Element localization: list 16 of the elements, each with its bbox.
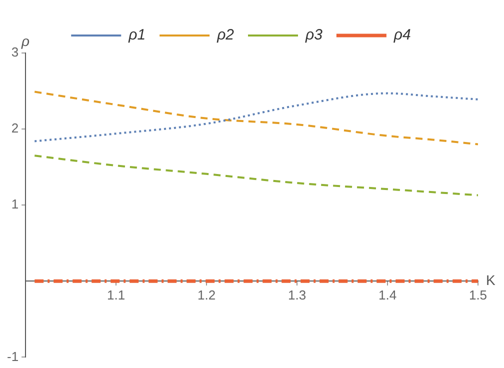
x-tick-label: 1.4 — [378, 288, 397, 303]
y-tick-label: -1 — [6, 348, 19, 364]
legend-label: ρ2 — [216, 26, 235, 44]
y-tick-label: 2 — [11, 120, 19, 136]
y-axis-title: ρ — [20, 32, 30, 49]
x-tick-label: 1.2 — [197, 288, 216, 303]
x-tick-label: 1.1 — [107, 288, 126, 303]
legend-label: ρ1 — [128, 26, 146, 44]
line-series — [34, 154, 478, 196]
y-tick-label: 3 — [11, 44, 19, 60]
x-tick-label: 1.3 — [288, 288, 306, 303]
x-axis-title: K — [486, 272, 496, 288]
legend-label: ρ3 — [304, 26, 324, 44]
x-tick-label: 1.5 — [468, 288, 488, 303]
y-tick-label: 1 — [11, 196, 19, 212]
legend-label: ρ4 — [392, 26, 411, 44]
